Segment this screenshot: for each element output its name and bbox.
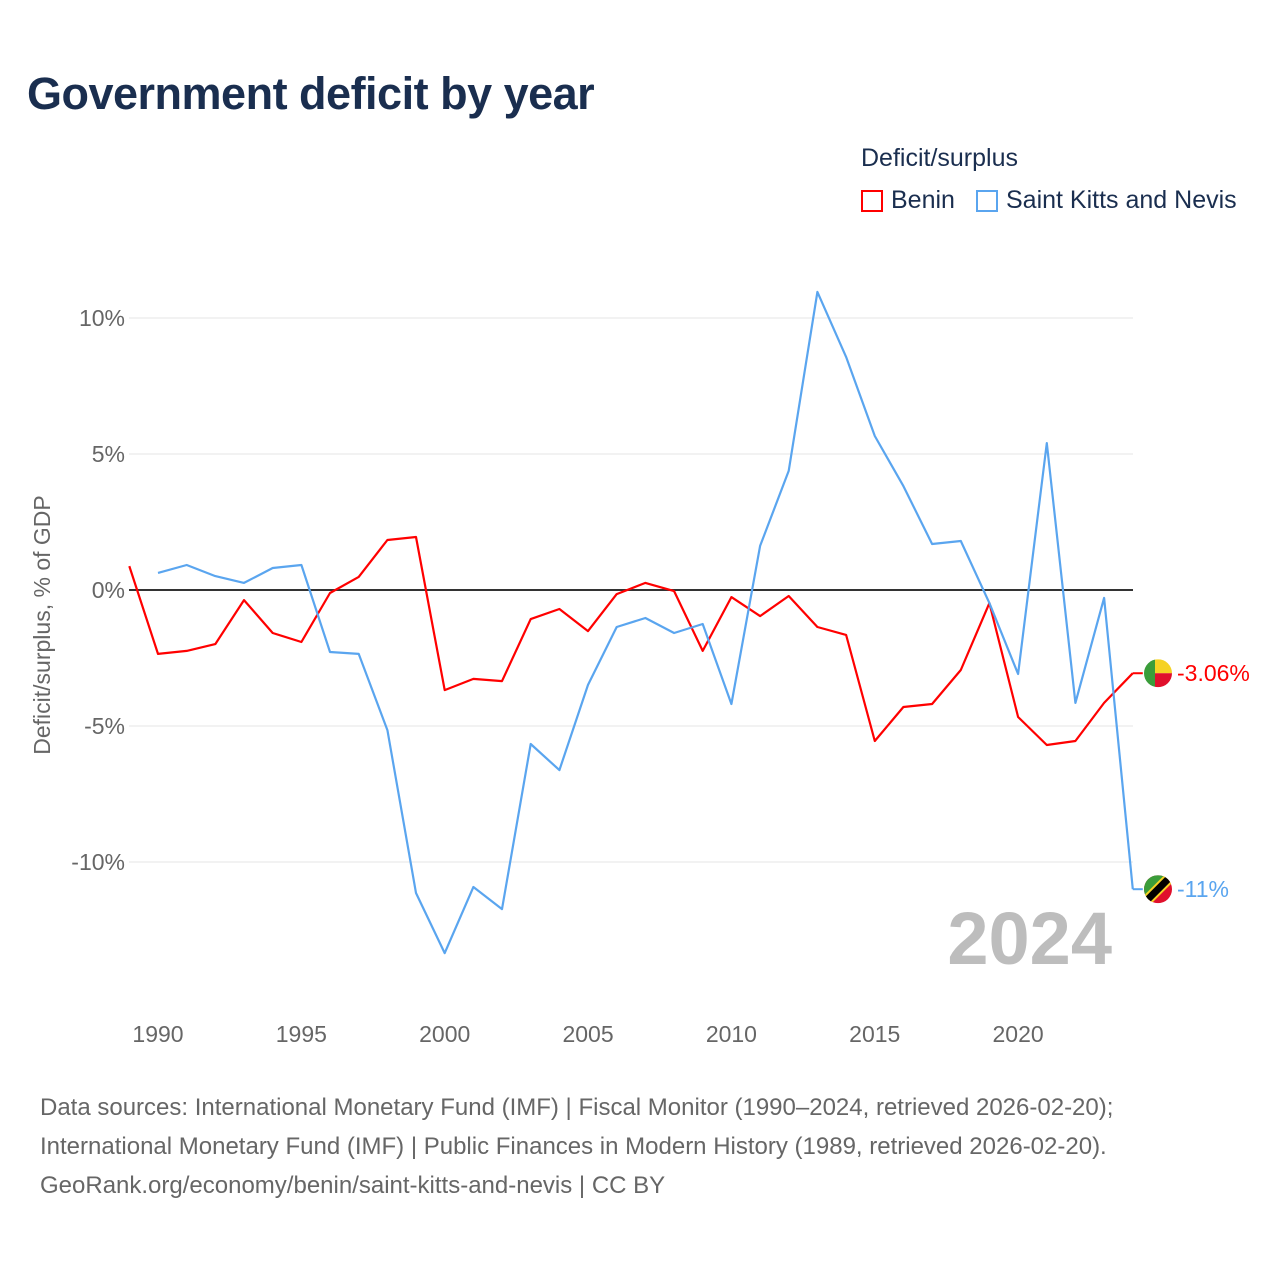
- x-tick-label: 2005: [562, 1021, 613, 1047]
- legend-swatch-benin: [861, 189, 883, 212]
- chart-title: Government deficit by year: [27, 68, 595, 119]
- y-tick-label: 10%: [79, 305, 125, 331]
- x-tick-label: 2020: [993, 1021, 1044, 1047]
- legend-label: Saint Kitts and Nevis: [1006, 186, 1237, 214]
- end-value-label: -3.06%: [1177, 660, 1250, 686]
- y-tick-label: 0%: [92, 577, 125, 603]
- legend-label: Benin: [891, 186, 955, 214]
- y-tick-label: -10%: [71, 849, 125, 875]
- series-line-benin: [128, 535, 1134, 747]
- footer-link[interactable]: GeoRank.org/economy/benin/saint-kitts-an…: [40, 1172, 666, 1199]
- x-tick-label: 2000: [419, 1021, 470, 1047]
- legend-item-saint-kitts-and-nevis[interactable]: Saint Kitts and Nevis: [976, 186, 1237, 215]
- flag-saint-kitts-and-nevis-icon: [1144, 875, 1172, 904]
- x-tick-label: 2010: [706, 1021, 757, 1047]
- line-chart: 10% 5% 0% -5% -10% 1990 1995 2000 2005 2010 2015 20…: [29, 290, 1250, 1047]
- y-axis-label: Deficit/surplus, % of GDP: [29, 495, 55, 754]
- x-tick-label: 2015: [849, 1021, 900, 1047]
- y-tick-label: -5%: [84, 713, 125, 739]
- year-watermark: 2024: [947, 897, 1112, 980]
- y-tick-label: 5%: [92, 441, 125, 467]
- x-tick-label: 1995: [276, 1021, 327, 1047]
- footer: Data sources: International Monetary Fun…: [40, 1088, 1113, 1205]
- legend-item-benin[interactable]: Benin: [861, 186, 955, 215]
- x-tick-label: 1990: [132, 1021, 183, 1047]
- footer-source-1: Data sources: International Monetary Fun…: [40, 1094, 1114, 1121]
- end-value-label: -11%: [1177, 876, 1229, 902]
- legend-title: Deficit/surplus: [861, 144, 1018, 172]
- legend-swatch-skn: [976, 189, 998, 212]
- flag-benin-icon: [1144, 659, 1172, 688]
- footer-source-2: International Monetary Fund (IMF) | Publ…: [40, 1133, 1107, 1160]
- series-line-saint-kitts-and-nevis: [157, 290, 1134, 955]
